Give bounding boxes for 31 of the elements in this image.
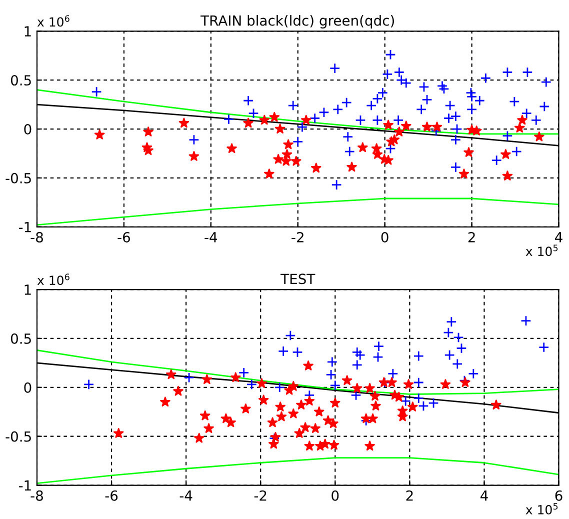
x-tick-label: 2 bbox=[468, 232, 475, 242]
text: x 10$^{6}$ bbox=[37, 15, 70, 27]
x-tick-label: -4 bbox=[180, 490, 192, 501]
x-tick-label: -8 bbox=[30, 490, 43, 501]
y-tick-label: 1 bbox=[24, 284, 31, 295]
y-tick-label: 0 bbox=[24, 382, 32, 393]
y-tick-label: 0.5 bbox=[10, 333, 31, 344]
y-tick-label: 1 bbox=[24, 26, 31, 36]
text: x 10$^{5}$ bbox=[526, 244, 558, 256]
chart-title: TRAIN black(ldc) green(qdc) bbox=[200, 15, 394, 28]
x-tick-label: 6 bbox=[555, 490, 562, 501]
x-tick-label: -4 bbox=[204, 232, 218, 242]
x-tick-label: 2 bbox=[406, 490, 413, 501]
x-tick-label: 0 bbox=[381, 232, 388, 242]
y-tick-label: 0 bbox=[24, 124, 32, 134]
x-tick-label: 4 bbox=[480, 490, 488, 501]
x-tick-label: -2 bbox=[254, 490, 266, 501]
y-tick-label: -1 bbox=[18, 222, 31, 232]
text: x 10$^{6}$ bbox=[37, 274, 70, 286]
chart-title: TEST bbox=[280, 274, 316, 284]
x-tick-label: -8 bbox=[30, 232, 43, 242]
x-tick-label: 0 bbox=[332, 490, 339, 501]
x-tick-label: -6 bbox=[118, 232, 130, 242]
x-tick-label: 4 bbox=[555, 232, 562, 242]
x-tick-label: -2 bbox=[292, 232, 304, 242]
x-tick-label: -6 bbox=[105, 490, 118, 501]
text: x 10$^{5}$ bbox=[526, 503, 558, 514]
y-tick-label: 0.5 bbox=[10, 75, 31, 86]
y-tick-label: -1 bbox=[18, 480, 31, 491]
y-tick-label: -0.5 bbox=[6, 431, 31, 442]
y-tick-label: -0.5 bbox=[6, 172, 31, 184]
